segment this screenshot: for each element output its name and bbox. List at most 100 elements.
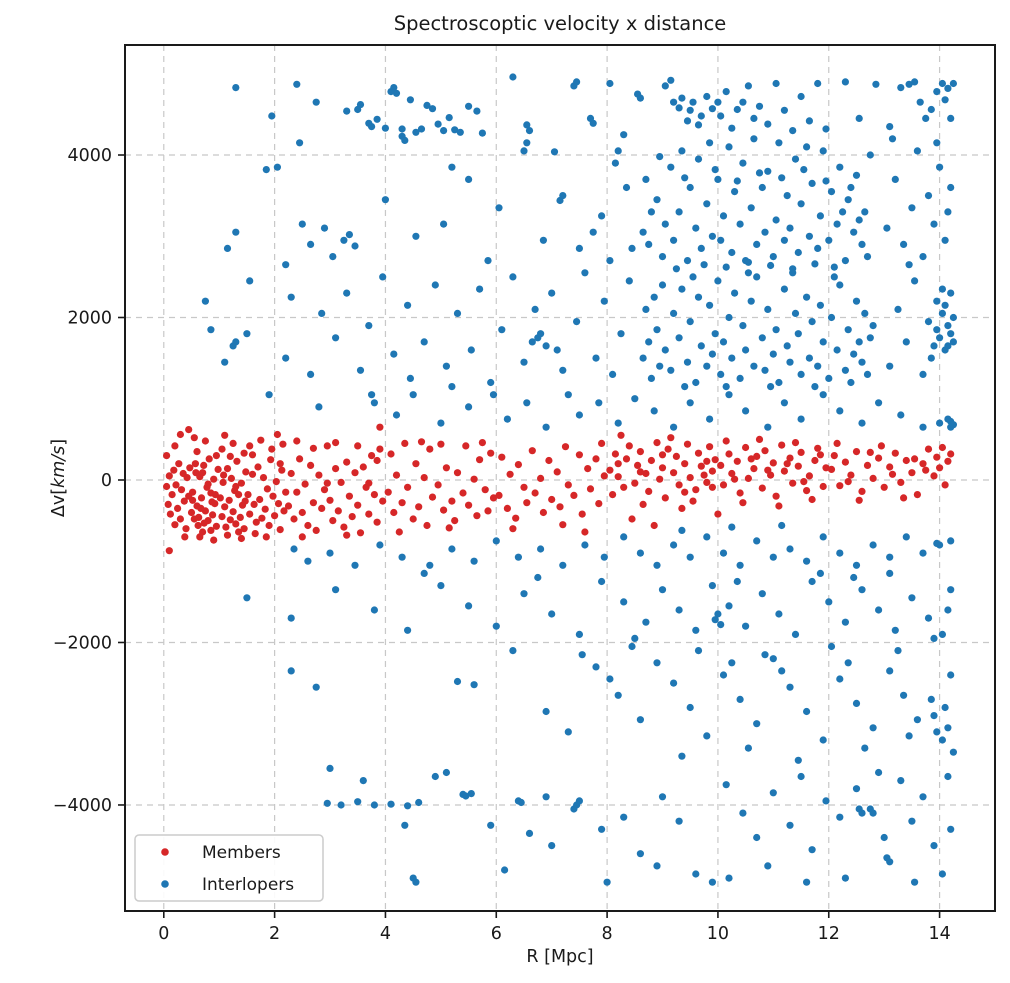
data-point [714,175,722,183]
data-point [819,338,827,346]
data-point [445,114,453,122]
data-point [401,439,409,447]
data-point [886,858,894,866]
data-point [938,309,947,317]
data-point [315,403,323,411]
data-point [420,569,428,578]
legend-label-members: Members [202,843,281,863]
data-point [592,354,600,362]
data-point [858,240,866,248]
data-point [764,466,772,474]
data-point [938,630,947,639]
data-point [900,494,908,502]
data-point [742,622,750,630]
data-point [642,175,650,183]
data-point [789,479,797,487]
data-point [598,577,606,586]
data-point [683,440,692,448]
data-point [197,504,205,512]
data-point [678,526,686,535]
data-point [268,112,276,120]
data-point [451,517,459,525]
data-point [725,313,733,322]
data-point [944,457,952,465]
data-point [689,273,697,281]
data-point [758,590,766,598]
data-point [869,724,877,732]
data-point [733,177,741,185]
data-point [753,720,761,728]
data-point [221,358,229,366]
data-point [672,265,681,273]
data-point [484,257,492,265]
data-point [636,448,645,456]
data-point [797,370,805,378]
data-point [185,426,193,434]
data-point [683,257,692,265]
data-point [542,793,550,801]
data-point [949,79,958,88]
data-point [833,439,841,447]
data-point [711,166,719,174]
data-point [501,866,509,874]
data-point [750,114,758,122]
data-point [830,452,838,460]
x-tick-label: 8 [602,924,613,944]
data-point [913,716,922,724]
data-point [919,423,927,431]
data-point [816,301,825,309]
data-point [584,465,592,473]
data-point [858,358,866,366]
data-point [706,415,714,423]
data-point [492,537,500,545]
data-point [606,79,614,88]
data-point [537,545,545,553]
data-point [647,456,656,465]
data-point [744,82,753,90]
data-point [575,451,584,459]
data-point [683,358,692,366]
data-point [622,455,631,463]
data-point [722,88,730,96]
data-point [933,297,941,305]
data-point [949,748,958,756]
data-point [894,305,902,313]
data-point [470,557,478,565]
data-point [201,437,209,445]
data-point [351,242,359,250]
data-point [744,258,753,266]
data-point [417,438,426,446]
data-point [634,461,642,469]
data-point [195,513,203,522]
data-point [855,216,863,224]
data-point [258,514,266,522]
data-point [927,354,935,362]
data-point [819,391,827,399]
data-point [193,448,201,456]
data-point [478,439,486,447]
data-point [780,236,789,244]
data-point [387,800,395,808]
data-point [869,541,877,549]
data-point [520,590,528,598]
data-point [886,569,894,578]
data-point [406,374,414,382]
data-point [675,208,683,216]
data-point [268,445,276,453]
data-point [863,370,872,378]
data-point [326,549,334,557]
data-point [681,174,689,182]
data-point [791,439,800,447]
data-point [365,479,373,487]
data-point [780,285,789,293]
data-point [312,683,320,691]
data-point [905,732,913,740]
data-point [924,318,933,326]
data-point [944,772,952,781]
data-point [708,878,717,886]
data-point [875,768,883,777]
data-point [370,491,378,499]
data-point [805,354,814,362]
data-point [772,216,780,224]
data-point [183,474,191,482]
